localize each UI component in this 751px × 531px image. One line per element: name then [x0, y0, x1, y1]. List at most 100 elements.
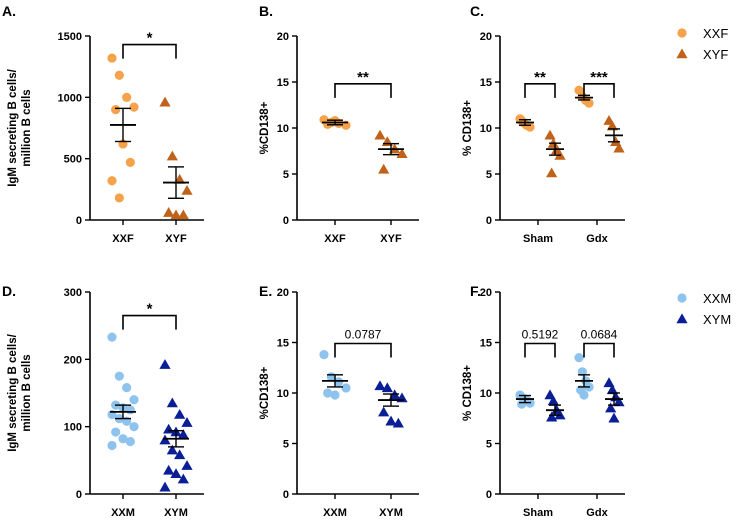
data-point-xym — [374, 380, 386, 391]
data-point-xym — [381, 382, 393, 393]
data-point-xym — [174, 449, 186, 460]
legend-marker-xym — [676, 313, 688, 324]
y-axis-label-line: %CD138+ — [259, 366, 271, 419]
data-point-xxf — [107, 176, 117, 186]
data-point-xxf — [125, 157, 135, 167]
y-tick-label: 5 — [283, 439, 289, 451]
data-point-xym — [392, 417, 404, 428]
data-point-xym — [166, 397, 178, 408]
data-point-xxf — [107, 53, 117, 63]
data-point-xym — [181, 417, 193, 427]
data-point-xym — [603, 377, 615, 388]
data-point-xyf — [546, 167, 558, 178]
data-point-xym — [159, 359, 171, 369]
data-point-xxm — [125, 405, 135, 415]
y-axis-label-line: IgM secreting B cells/ — [7, 68, 19, 186]
panel-label: B. — [259, 3, 273, 19]
x-tick-label: XYM — [164, 507, 188, 519]
y-axis-label: %CD138+ — [259, 101, 271, 154]
x-tick-label: Sham — [523, 233, 553, 245]
y-tick-label: 1000 — [58, 92, 82, 104]
y-tick-label: 20 — [277, 31, 289, 43]
y-tick-label: 0 — [76, 215, 82, 227]
y-axis-label-line: million B cells — [21, 354, 33, 431]
y-axis-label: IgM secreting B cells/million B cells — [7, 68, 33, 186]
data-point-xxf — [525, 122, 535, 132]
data-point-xyf — [378, 163, 390, 174]
data-point-xyf — [170, 209, 182, 220]
y-tick-label: 0 — [486, 215, 492, 227]
y-axis-label: % CD138+ — [462, 365, 474, 421]
p-value-label: 0.0684 — [581, 328, 618, 342]
data-point-xyf — [163, 207, 175, 217]
panel-label: F. — [470, 283, 481, 299]
data-point-xxm — [341, 383, 351, 393]
data-point-xym — [170, 468, 182, 478]
y-tick-label: 10 — [277, 123, 289, 135]
data-point-xxm — [122, 383, 132, 393]
significance-bracket — [583, 83, 615, 98]
y-tick-label: 15 — [480, 77, 492, 89]
y-tick-label: 200 — [64, 354, 82, 366]
data-point-xyf — [374, 129, 386, 140]
panel-b: B. %CD138+ 0 5 10 15 20 XXF XYF ** — [259, 3, 419, 245]
legend-marker-xxm — [677, 293, 687, 303]
y-tick-label: 15 — [277, 338, 289, 350]
panel-label: D. — [2, 283, 16, 299]
legend-label-xxm: XXM — [703, 291, 731, 306]
significance-stars: ** — [534, 69, 546, 86]
data-point-xym — [378, 406, 390, 417]
x-tick-label: Gdx — [586, 233, 608, 245]
significance-stars: * — [147, 301, 153, 318]
data-point-xyf — [544, 129, 556, 140]
x-tick-label: XXM — [111, 507, 135, 519]
y-tick-label: 20 — [277, 287, 289, 299]
data-point-xyf — [181, 184, 193, 195]
y-tick-label: 10 — [480, 123, 492, 135]
significance-bracket — [583, 342, 615, 358]
y-axis-label-line: %CD138+ — [259, 101, 271, 154]
panel-d: D. IgM secreting B cells/million B cells 0… — [2, 283, 204, 519]
data-point-xym — [163, 423, 175, 434]
x-tick-label: Sham — [523, 507, 553, 519]
data-point-xym — [166, 444, 178, 455]
data-point-xxm — [118, 434, 128, 444]
y-tick-label: 20 — [480, 31, 492, 43]
x-tick-label: XXF — [324, 233, 346, 245]
x-tick-label: XYF — [380, 233, 402, 245]
y-axis-label-line: IgM secreting B cells/ — [7, 333, 19, 451]
y-tick-label: 0 — [486, 489, 492, 501]
y-tick-label: 100 — [64, 422, 82, 434]
panel-e: E. %CD138+ 0 5 10 15 20 XXM XYM 0.0787 — [259, 283, 419, 519]
data-point-xym — [163, 464, 175, 475]
y-tick-label: 5 — [486, 169, 492, 181]
y-tick-label: 15 — [480, 338, 492, 350]
data-point-xxf — [111, 105, 121, 115]
data-point-xym — [159, 481, 171, 492]
data-point-xyf — [613, 142, 625, 153]
y-axis-label: %CD138+ — [259, 366, 271, 419]
data-point-xxf — [114, 193, 124, 203]
legend-label-xxf: XXF — [703, 26, 728, 41]
legend-male: XXM XYM — [676, 291, 731, 327]
data-point-xym — [613, 396, 625, 407]
x-tick-label: XXF — [112, 233, 134, 245]
significance-bracket — [122, 43, 177, 59]
legend-marker-xyf — [676, 48, 688, 59]
y-axis-label: % CD138+ — [462, 100, 474, 156]
significance-bracket — [334, 83, 392, 98]
y-tick-label: 10 — [480, 388, 492, 400]
data-point-xxm — [334, 377, 344, 387]
data-point-xyf — [606, 120, 618, 131]
data-point-xyf — [166, 150, 178, 161]
data-point-xxf — [584, 98, 594, 108]
data-point-xym — [605, 402, 617, 413]
data-point-xym — [181, 460, 193, 470]
data-point-xym — [177, 473, 189, 484]
x-tick-label: XYF — [165, 233, 187, 245]
data-point-xyf — [159, 96, 171, 107]
data-point-xyf — [177, 209, 189, 220]
y-axis-label-line: % CD138+ — [462, 100, 474, 156]
